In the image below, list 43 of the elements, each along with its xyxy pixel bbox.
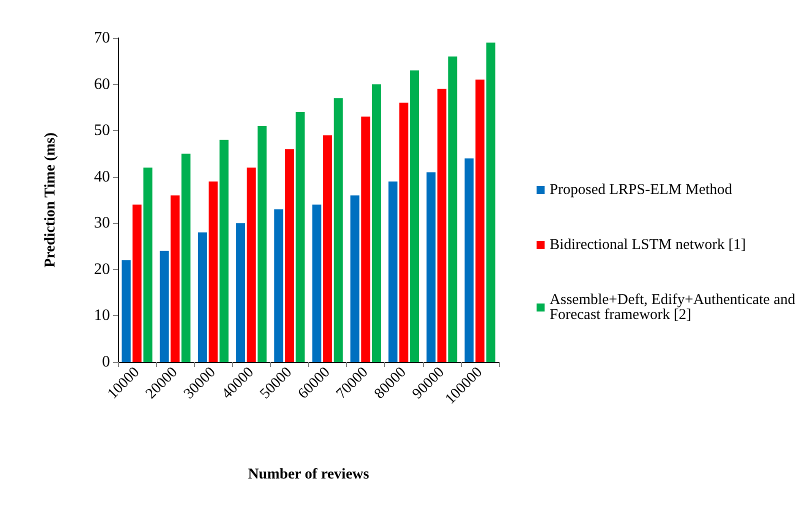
legend-label: Bidirectional LSTM network [1]	[550, 237, 746, 253]
bar	[160, 250, 169, 362]
y-tick-label: 0	[102, 354, 110, 370]
bar	[208, 181, 218, 362]
bar	[132, 204, 142, 362]
y-axis-title: Prediction Time (ms)	[42, 132, 58, 268]
bar	[258, 126, 267, 362]
bar	[198, 232, 207, 362]
bar	[350, 195, 360, 362]
bar	[274, 209, 284, 362]
bar	[296, 112, 305, 362]
bar	[361, 116, 370, 362]
bar	[246, 168, 256, 362]
bar	[372, 84, 381, 362]
bar	[312, 204, 322, 362]
bar	[170, 195, 180, 362]
y-tick-label: 40	[94, 168, 110, 186]
y-tick-label: 10	[94, 307, 110, 324]
bar	[122, 260, 131, 362]
bar	[388, 181, 398, 362]
bar	[426, 172, 436, 362]
bar	[437, 88, 446, 362]
x-axis-title: Number of reviews	[248, 466, 370, 482]
bar	[399, 102, 408, 362]
bar	[220, 140, 229, 362]
bar	[284, 149, 294, 362]
bar	[464, 158, 474, 362]
bar	[323, 135, 332, 362]
bar	[143, 168, 152, 362]
legend-label: Proposed LRPS-ELM Method	[550, 182, 733, 198]
y-tick-label: 60	[94, 76, 110, 93]
bar	[181, 154, 190, 362]
legend-label: Assemble+Deft, Edify+Authenticate and Forecast framework [2]	[550, 292, 800, 323]
y-tick-label: 50	[94, 122, 110, 140]
bar	[236, 223, 246, 362]
y-tick-label: 70	[94, 30, 110, 46]
y-tick-label: 30	[94, 214, 110, 232]
bar	[334, 98, 343, 362]
bar	[486, 42, 496, 362]
bar	[475, 80, 484, 362]
y-tick-label: 20	[94, 260, 110, 278]
bar	[410, 70, 420, 362]
bar	[448, 56, 458, 362]
